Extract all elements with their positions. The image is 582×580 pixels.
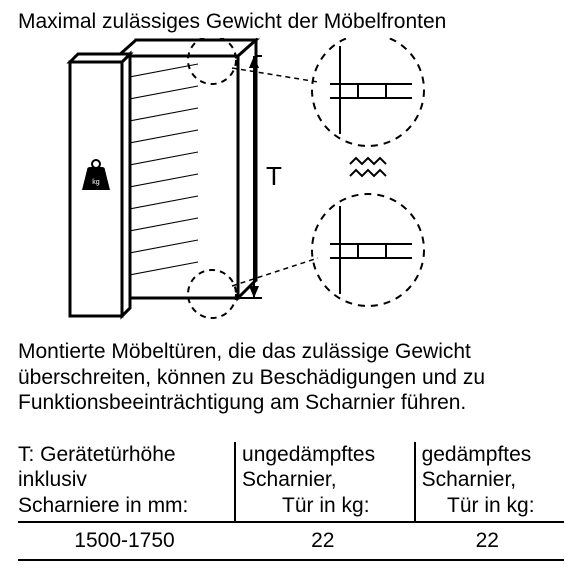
- col1-header-l3: Scharniere in mm:: [18, 494, 188, 517]
- svg-text:T: T: [266, 161, 282, 191]
- col1-header-l2: inklusiv: [18, 468, 87, 491]
- weight-table: T: Gerätetürhöhe inklusiv Scharniere in …: [18, 442, 564, 561]
- table-row: 1500-1750 22 22: [18, 522, 564, 560]
- col1-header-l1: T: Gerätetürhöhe: [18, 443, 176, 466]
- technical-diagram: kg T: [18, 38, 564, 333]
- col2-header: ungedämpftes Scharnier, Tür in kg:: [235, 442, 415, 522]
- col2-header-l3: Tür in kg:: [242, 493, 410, 519]
- col3-header: gedämpftes Scharnier, Tür in kg:: [415, 442, 564, 522]
- description-text: Montierte Möbeltüren, die das zulässige …: [18, 339, 564, 416]
- page-title: Maximal zulässiges Gewicht der Möbelfron…: [18, 10, 564, 34]
- cell-damped: 22: [415, 522, 564, 560]
- col2-header-l2: Scharnier,: [242, 468, 337, 491]
- svg-text:kg: kg: [92, 179, 100, 186]
- col3-header-l2: Scharnier,: [422, 468, 517, 491]
- col1-header: T: Gerätetürhöhe inklusiv Scharniere in …: [18, 442, 235, 522]
- col3-header-l1: gedämpftes: [422, 443, 532, 466]
- col3-header-l3: Tür in kg:: [422, 493, 560, 519]
- cell-height: 1500-1750: [18, 522, 235, 560]
- cell-undamped: 22: [235, 522, 415, 560]
- col2-header-l1: ungedämpftes: [242, 443, 375, 466]
